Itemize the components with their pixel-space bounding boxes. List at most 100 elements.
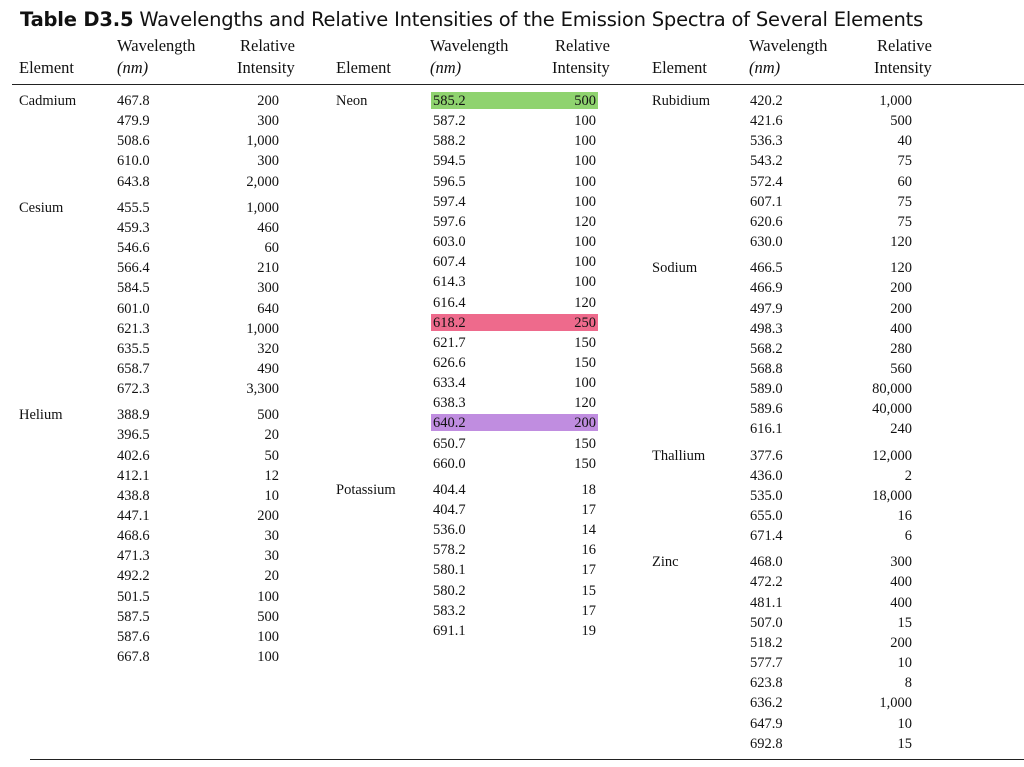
wavelength-cell: 588.2	[433, 133, 466, 150]
wavelength-cell: 667.8	[117, 649, 150, 666]
intensity-cell: 150	[574, 435, 596, 452]
wavelength-cell: 610.0	[117, 153, 150, 170]
intensity-cell: 100	[574, 274, 596, 291]
intensity-cell: 200	[574, 415, 596, 432]
wavelength-cell: 587.2	[433, 113, 466, 130]
wavelength-cell: 647.9	[750, 715, 783, 732]
wavelength-cell: 412.1	[117, 467, 150, 484]
intensity-cell: 75	[897, 213, 913, 230]
highlight-band	[431, 414, 598, 432]
wavelength-cell: 643.8	[117, 173, 150, 190]
wavelength-cell: 436.0	[750, 467, 783, 484]
wavelength-cell: 420.2	[750, 93, 783, 109]
wavelength-cell: 518.2	[750, 634, 783, 651]
intensity-cell: 500	[574, 93, 596, 109]
header-wavelength: Wavelength	[749, 36, 828, 55]
intensity-cell: 2	[904, 467, 912, 484]
wavelength-cell: 626.6	[433, 354, 466, 371]
intensity-cell: 3,300	[246, 381, 279, 398]
wavelength-cell: 479.9	[117, 113, 150, 130]
intensity-cell: 400	[890, 594, 912, 611]
wavelength-cell: 635.5	[117, 340, 150, 357]
wavelength-cell: 497.9	[750, 300, 783, 317]
intensity-cell: 40,000	[872, 401, 912, 418]
wavelength-cell: 621.3	[117, 320, 150, 337]
intensity-cell: 100	[574, 234, 596, 251]
intensity-cell: 120	[890, 234, 912, 251]
intensity-cell: 12	[264, 467, 280, 484]
intensity-cell: 50	[264, 447, 280, 464]
intensity-cell: 500	[257, 407, 279, 424]
wavelength-cell: 501.5	[117, 588, 150, 605]
intensity-cell: 100	[574, 193, 596, 210]
intensity-cell: 1,000	[879, 695, 912, 712]
wavelength-cell: 618.2	[433, 314, 466, 331]
wavelength-cell: 597.4	[433, 193, 466, 210]
intensity-cell: 120	[890, 260, 912, 277]
wavelength-cell: 587.5	[117, 608, 150, 625]
wavelength-cell: 572.4	[750, 173, 783, 190]
wavelength-cell: 658.7	[117, 360, 150, 377]
intensity-cell: 100	[257, 588, 279, 605]
intensity-cell: 17	[581, 562, 597, 579]
wavelength-cell: 614.3	[433, 274, 466, 291]
element-name: Thallium	[652, 447, 706, 464]
intensity-cell: 30	[264, 528, 280, 545]
wavelength-cell: 692.8	[750, 735, 783, 752]
intensity-cell: 120	[574, 395, 596, 412]
intensity-cell: 1,000	[246, 320, 279, 337]
intensity-cell: 1,000	[246, 199, 279, 216]
element-name: Cadmium	[19, 93, 77, 109]
wavelength-cell: 583.2	[433, 602, 466, 619]
intensity-cell: 10	[897, 715, 913, 732]
header-wavelength-unit-text: (nm)	[430, 58, 462, 77]
intensity-cell: 18,000	[872, 487, 912, 504]
header-element: Element	[336, 58, 391, 77]
header-wavelength-unit: (nm)	[430, 57, 461, 79]
wavelength-cell: 468.6	[117, 528, 150, 545]
wavelength-cell: 471.3	[117, 548, 150, 565]
header-wavelength-unit-text: (nm)	[749, 58, 781, 77]
header-relative: Relative	[555, 36, 610, 55]
table-title: Table D3.5 Wavelengths and Relative Inte…	[20, 8, 923, 31]
intensity-cell: 200	[890, 300, 912, 317]
wavelength-cell: 568.8	[750, 360, 783, 377]
wavelength-cell: 421.6	[750, 113, 783, 130]
intensity-cell: 2,000	[246, 173, 279, 190]
intensity-cell: 320	[257, 340, 279, 357]
intensity-cell: 640	[257, 300, 279, 317]
wavelength-cell: 596.5	[433, 173, 466, 190]
wavelength-cell: 468.0	[750, 554, 783, 571]
wavelength-cell: 377.6	[750, 447, 783, 464]
wavelength-cell: 623.8	[750, 675, 783, 692]
wavelength-cell: 543.2	[750, 153, 783, 170]
wavelength-cell: 660.0	[433, 455, 466, 472]
intensity-cell: 200	[257, 508, 279, 524]
header-intensity: Intensity	[874, 58, 932, 77]
intensity-cell: 250	[574, 314, 596, 331]
intensity-cell: 1,000	[246, 133, 279, 150]
intensity-cell: 16	[581, 542, 597, 559]
table-title-label: Table D3.5	[20, 8, 134, 31]
wavelength-cell: 466.9	[750, 280, 783, 297]
wavelength-cell: 508.6	[117, 133, 150, 150]
wavelength-cell: 566.4	[117, 260, 150, 277]
intensity-cell: 300	[257, 280, 279, 297]
intensity-cell: 120	[574, 213, 596, 230]
wavelength-cell: 594.5	[433, 153, 466, 170]
intensity-cell: 17	[581, 602, 597, 619]
intensity-cell: 560	[890, 360, 912, 377]
header-element: Element	[652, 58, 707, 77]
wavelength-cell: 536.3	[750, 133, 783, 150]
element-name: Sodium	[652, 260, 698, 277]
intensity-cell: 20	[264, 427, 280, 444]
element-name: Potassium	[336, 481, 396, 498]
wavelength-cell: 597.6	[433, 213, 466, 230]
intensity-cell: 15	[897, 614, 913, 631]
header-relative: Relative	[877, 36, 932, 55]
intensity-cell: 200	[890, 280, 912, 297]
intensity-cell: 460	[257, 219, 279, 236]
intensity-cell: 200	[890, 634, 912, 651]
intensity-cell: 100	[574, 254, 596, 271]
wavelength-cell: 580.2	[433, 582, 466, 599]
